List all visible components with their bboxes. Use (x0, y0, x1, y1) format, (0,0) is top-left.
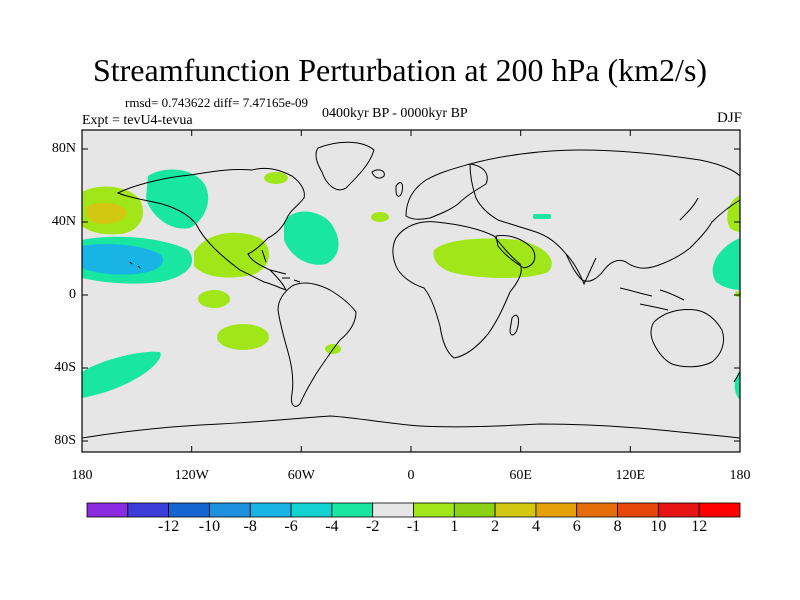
anomaly-patch (533, 214, 551, 219)
period-label: 0400kyr BP - 0000kyr BP (322, 106, 468, 121)
colorbar-label: -4 (325, 518, 339, 535)
anomaly-patch (712, 238, 740, 290)
lon-tick-label: 120E (615, 468, 646, 483)
colorbar-swatch (331, 502, 374, 518)
lat-tick-label: 40S (54, 360, 76, 375)
lon-tick-label: 60E (509, 468, 532, 483)
colorbar-swatch (617, 502, 659, 518)
anomaly-patch (264, 172, 288, 184)
anomaly-fields (82, 169, 741, 400)
colorbar-label: -6 (284, 518, 298, 535)
colorbar-label: 4 (531, 518, 540, 535)
anomaly-patch (198, 290, 230, 308)
season-label: DJF (716, 110, 742, 126)
anomaly-patch (371, 212, 389, 222)
lat-tick-label: 80N (51, 141, 76, 156)
colorbar-label: -1 (406, 518, 421, 535)
colorbar-swatch (494, 502, 537, 518)
colorbar-swatch (535, 502, 578, 518)
experiment-label: Expt = tevU4-tevua (82, 113, 193, 128)
colorbar-swatch (86, 502, 129, 518)
colorbar-label: 6 (572, 518, 581, 535)
colorbar-swatch (372, 502, 414, 518)
anomaly-patch (82, 351, 161, 398)
anomaly-patch (146, 169, 209, 229)
colorbar-swatch (657, 502, 700, 518)
colorbar-swatch (413, 502, 455, 518)
colorbar-swatch (290, 502, 333, 518)
axis-ticks (82, 130, 740, 452)
lon-tick-label: 120W (174, 468, 209, 483)
anomaly-patch (194, 232, 270, 278)
colorbar-swatch (698, 502, 741, 518)
colorbar-label: 8 (613, 518, 622, 535)
stats-label: rmsd= 0.743622 diff= 7.47165e-09 (125, 95, 309, 110)
anomaly-patch (217, 324, 269, 350)
lat-tick-label: 80S (54, 433, 76, 448)
anomaly-patch (734, 370, 740, 400)
colorbar-label: 10 (650, 518, 667, 535)
colorbar-label: -2 (366, 518, 380, 535)
anomaly-patch (82, 244, 163, 275)
lon-tick-label: 60W (287, 468, 315, 483)
colorbar-label: 1 (450, 518, 459, 535)
colorbar-swatch (209, 502, 251, 518)
colorbar-swatch (168, 502, 210, 518)
lat-tick-label: 0 (69, 287, 76, 302)
anomaly-patch (727, 195, 740, 232)
plot-title: Streamfunction Perturbation at 200 hPa (… (92, 52, 708, 88)
colorbar (86, 502, 741, 518)
lon-tick-label: 180 (71, 468, 93, 483)
colorbar-label: 2 (491, 518, 500, 535)
anomaly-patch (433, 238, 552, 278)
anomaly-patch (86, 202, 127, 224)
colorbar-label: -8 (243, 518, 257, 535)
colorbar-swatch (127, 502, 170, 518)
lat-tick-label: 40N (51, 214, 76, 229)
coastlines (81, 141, 741, 439)
colorbar-label: -10 (198, 518, 221, 535)
colorbar-swatch (576, 502, 618, 518)
colorbar-swatch (249, 502, 292, 518)
lon-tick-label: 180 (729, 468, 751, 483)
lon-tick-label: 0 (407, 468, 415, 483)
colorbar-label: 12 (691, 518, 708, 535)
colorbar-label: -12 (157, 518, 180, 535)
anomaly-patch (284, 211, 339, 265)
colorbar-swatch (453, 502, 496, 518)
